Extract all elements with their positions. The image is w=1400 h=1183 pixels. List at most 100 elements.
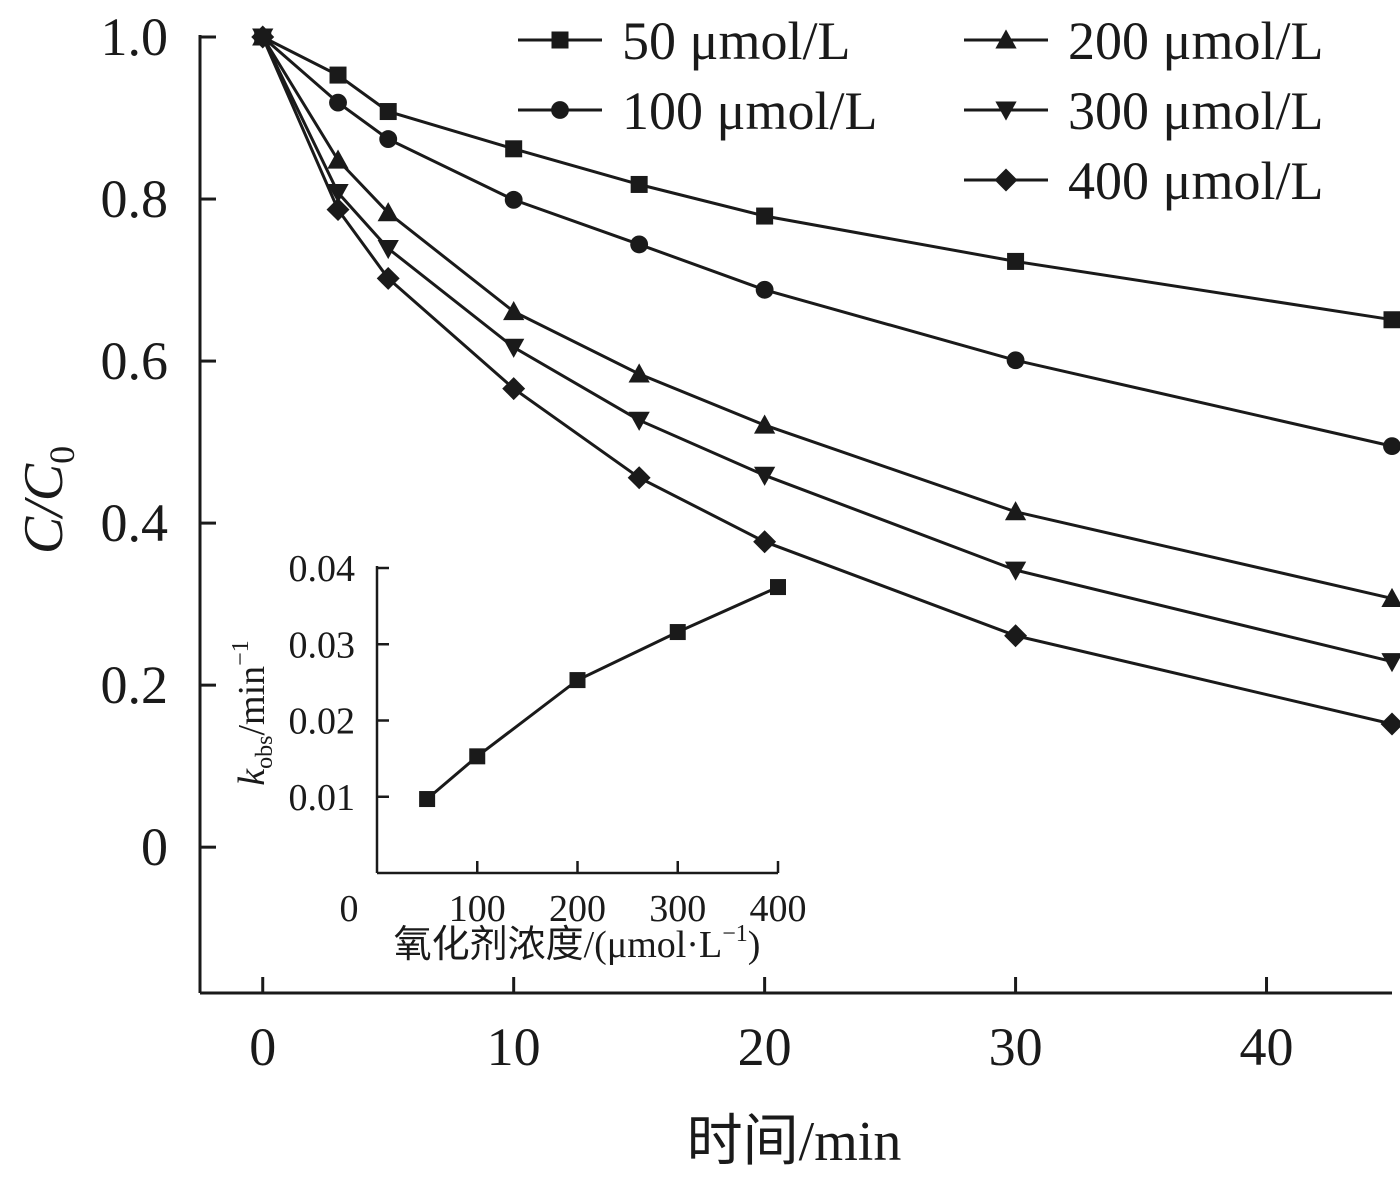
main-x-axis-label: 时间/min [687,1111,902,1173]
inset-series-line [426,585,779,801]
inset-data-point [569,672,586,689]
inset-y-label-superscript: −1 [228,640,254,666]
data-point [628,363,650,383]
main-y-tick-label: 0.2 [101,655,169,715]
series-line [261,36,1393,600]
legend-marker [551,31,569,49]
legend-entry: 100 μmol/L [518,81,877,141]
data-point [630,175,648,193]
inset-y-label-k: k [231,768,273,786]
legend-label: 200 μmol/L [1068,11,1323,71]
legend-marker [551,101,569,119]
legend-marker [995,101,1017,121]
main-x-tick-label: 20 [738,1017,792,1077]
inset-x-label-end: ) [748,924,761,966]
inset-y-tick-label: 0.04 [289,548,356,590]
inset-y-tick-label: 0.03 [289,624,356,666]
data-point [327,184,349,204]
inset-data-point [469,748,486,765]
data-point [329,93,347,112]
data-point [1381,587,1400,607]
series-line [261,36,1393,664]
data-point [1383,311,1400,329]
series-4 [252,28,1400,673]
inset-series-1 [419,579,786,808]
data-point [505,140,523,158]
data-point [504,190,523,209]
main-y-tick-label: 0.8 [101,169,169,229]
y-label-subscript: 0 [42,446,82,464]
legend-marker [995,29,1017,49]
legend-label: 100 μmol/L [622,81,877,141]
data-point [376,266,400,290]
main-series-group [251,25,1400,736]
data-point [754,466,776,486]
inset-y-axis-label: kobs/min−1 [228,640,278,785]
inset-data-point [770,579,786,596]
inset-y-label-subscript: obs [252,736,278,769]
data-point [627,466,651,490]
inset-axes: 0.01 0.02 0.03 0.04 0 100 200 300 400 [289,548,807,930]
legend-entry: 200 μmol/L [964,11,1323,71]
data-point [630,235,649,254]
main-x-tick-label: 30 [989,1017,1043,1077]
data-point [503,301,525,321]
inset-x-label-main: 氧化剂浓度/(μmol·L [394,924,723,966]
data-point [329,66,347,84]
legend-label: 400 μmol/L [1068,151,1323,211]
series-3 [252,26,1400,607]
data-point [1006,351,1025,370]
data-point [326,198,350,222]
data-point [753,530,777,554]
main-x-tick-label: 0 [249,1017,276,1077]
legend-label: 300 μmol/L [1068,81,1323,141]
inset-x-tick-label: 200 [549,888,606,930]
data-point [628,411,650,431]
series-5 [251,25,1400,736]
main-plot-area: 0 0.2 0.4 0.6 0.8 1.0 0 10 20 30 40 [101,7,1400,1077]
data-point [503,338,525,358]
chart-legend: 50 μmol/L 100 μmol/L 200 μmol/L 300 μmol/L 4… [518,11,1323,211]
inset-x-tick-label: 0 [340,888,359,930]
inset-x-label-superscript: −1 [722,921,748,947]
inset-y-label-unit: /min [231,666,273,736]
data-point [377,202,399,222]
data-point [1007,252,1025,270]
inset-data-point [669,624,686,641]
main-y-tick-label: 0 [141,817,168,877]
series-2 [253,28,1400,456]
data-point [1004,501,1027,521]
inset-x-tick-label: 300 [649,888,706,930]
main-y-tick-label: 1.0 [101,7,169,67]
inset-plot-area: 0.01 0.02 0.03 0.04 0 100 200 300 400 [289,548,807,930]
y-label-main: C/C [13,463,75,554]
data-point [327,149,349,169]
series-line [261,35,1393,448]
legend-label: 50 μmol/L [622,11,850,71]
inset-series-group [419,579,786,808]
main-y-tick-label: 0.4 [101,493,169,553]
data-point [756,207,774,225]
main-x-tick-label: 10 [487,1017,541,1077]
data-point [251,25,275,49]
legend-entry: 300 μmol/L [964,81,1323,141]
inset-y-tick-label: 0.01 [289,777,356,819]
inset-data-point [419,791,436,808]
data-point [379,103,397,121]
main-axes: 0 0.2 0.4 0.6 0.8 1.0 0 10 20 30 40 [101,7,1392,1077]
data-point [1381,653,1400,673]
data-point [1004,561,1027,581]
main-x-tick-label: 40 [1240,1017,1294,1077]
data-point [754,414,776,434]
inset-y-tick-label: 0.02 [289,701,356,743]
data-point [1004,624,1028,648]
series-line [261,36,1393,726]
data-point [379,130,398,149]
inset-x-tick-label: 400 [750,888,807,930]
data-point [1383,437,1400,456]
main-y-tick-label: 0.6 [101,331,169,391]
data-point [502,377,526,401]
data-point [1380,712,1400,736]
legend-entry: 50 μmol/L [518,11,850,71]
